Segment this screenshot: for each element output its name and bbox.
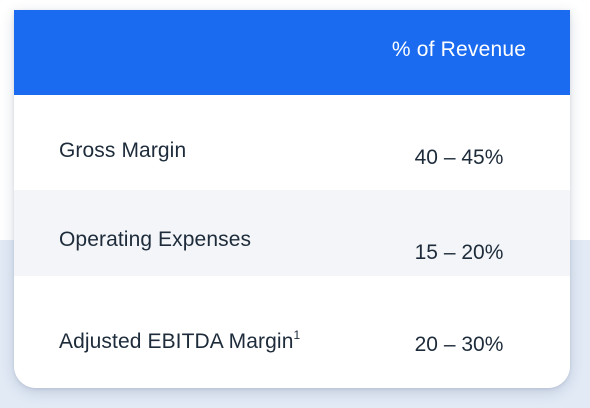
row-label: Adjusted EBITDA Margin1	[59, 329, 300, 355]
guidance-table-card: % of Revenue Gross Margin 40 – 45% Opera…	[14, 10, 570, 388]
row-label-text: Adjusted EBITDA Margin	[59, 330, 294, 353]
footnote-marker: 1	[293, 328, 301, 342]
row-value: 40 – 45%	[414, 146, 504, 169]
table-row-operating-expenses: Operating Expenses 15 – 20%	[14, 190, 570, 276]
row-label: Gross Margin	[59, 138, 186, 164]
table-row-adjusted-ebitda-margin: Adjusted EBITDA Margin1 20 – 30%	[14, 276, 570, 388]
table-row-gross-margin: Gross Margin 40 – 45%	[14, 95, 570, 190]
row-value: 15 – 20%	[414, 241, 504, 264]
row-label-text: Operating Expenses	[59, 228, 252, 251]
table-header: % of Revenue	[14, 10, 570, 95]
row-label-text: Gross Margin	[59, 139, 187, 162]
row-value: 20 – 30%	[414, 333, 504, 356]
column-header-percent-of-revenue: % of Revenue	[391, 38, 527, 61]
row-label: Operating Expenses	[59, 227, 251, 253]
